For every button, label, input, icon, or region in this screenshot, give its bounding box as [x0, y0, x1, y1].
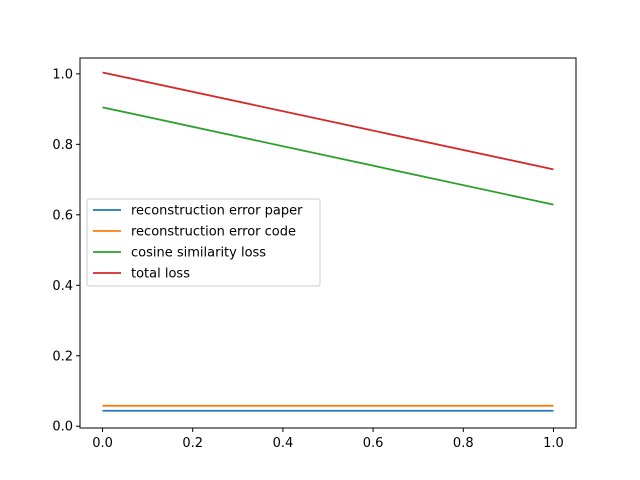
x-tick-label: 0.2	[182, 436, 203, 451]
y-tick-label: 0.0	[52, 420, 73, 435]
x-tick-label: 0.8	[453, 436, 474, 451]
legend-items: reconstruction error paper reconstruction…	[93, 204, 303, 282]
axes-frame	[79, 57, 577, 429]
series-line-4	[102, 71, 554, 171]
y-tick-label: 0.8	[52, 138, 73, 153]
x-tick-label: 0.6	[363, 436, 384, 451]
y-axis: 0.0 0.2 0.4 0.6 0.8 1.0	[52, 67, 80, 435]
x-tick-label: 0.4	[273, 436, 294, 451]
legend-label-4: total loss	[131, 267, 190, 282]
x-axis: 0.0 0.2 0.4 0.6 0.8 1.0	[92, 428, 564, 451]
series-layer	[102, 71, 554, 412]
legend-label-2: reconstruction error code	[131, 225, 296, 240]
series-line-3	[102, 106, 554, 206]
legend: reconstruction error paper reconstruction…	[86, 198, 321, 287]
y-tick-label: 0.6	[52, 208, 73, 223]
y-tick-label: 1.0	[52, 67, 73, 82]
x-tick-label: 1.0	[543, 436, 564, 451]
y-tick-label: 0.4	[52, 279, 73, 294]
y-tick-label: 0.2	[52, 349, 73, 364]
legend-label-3: cosine similarity loss	[131, 246, 266, 261]
legend-box	[86, 198, 321, 287]
legend-label-1: reconstruction error paper	[131, 204, 303, 219]
x-tick-label: 0.0	[92, 436, 113, 451]
